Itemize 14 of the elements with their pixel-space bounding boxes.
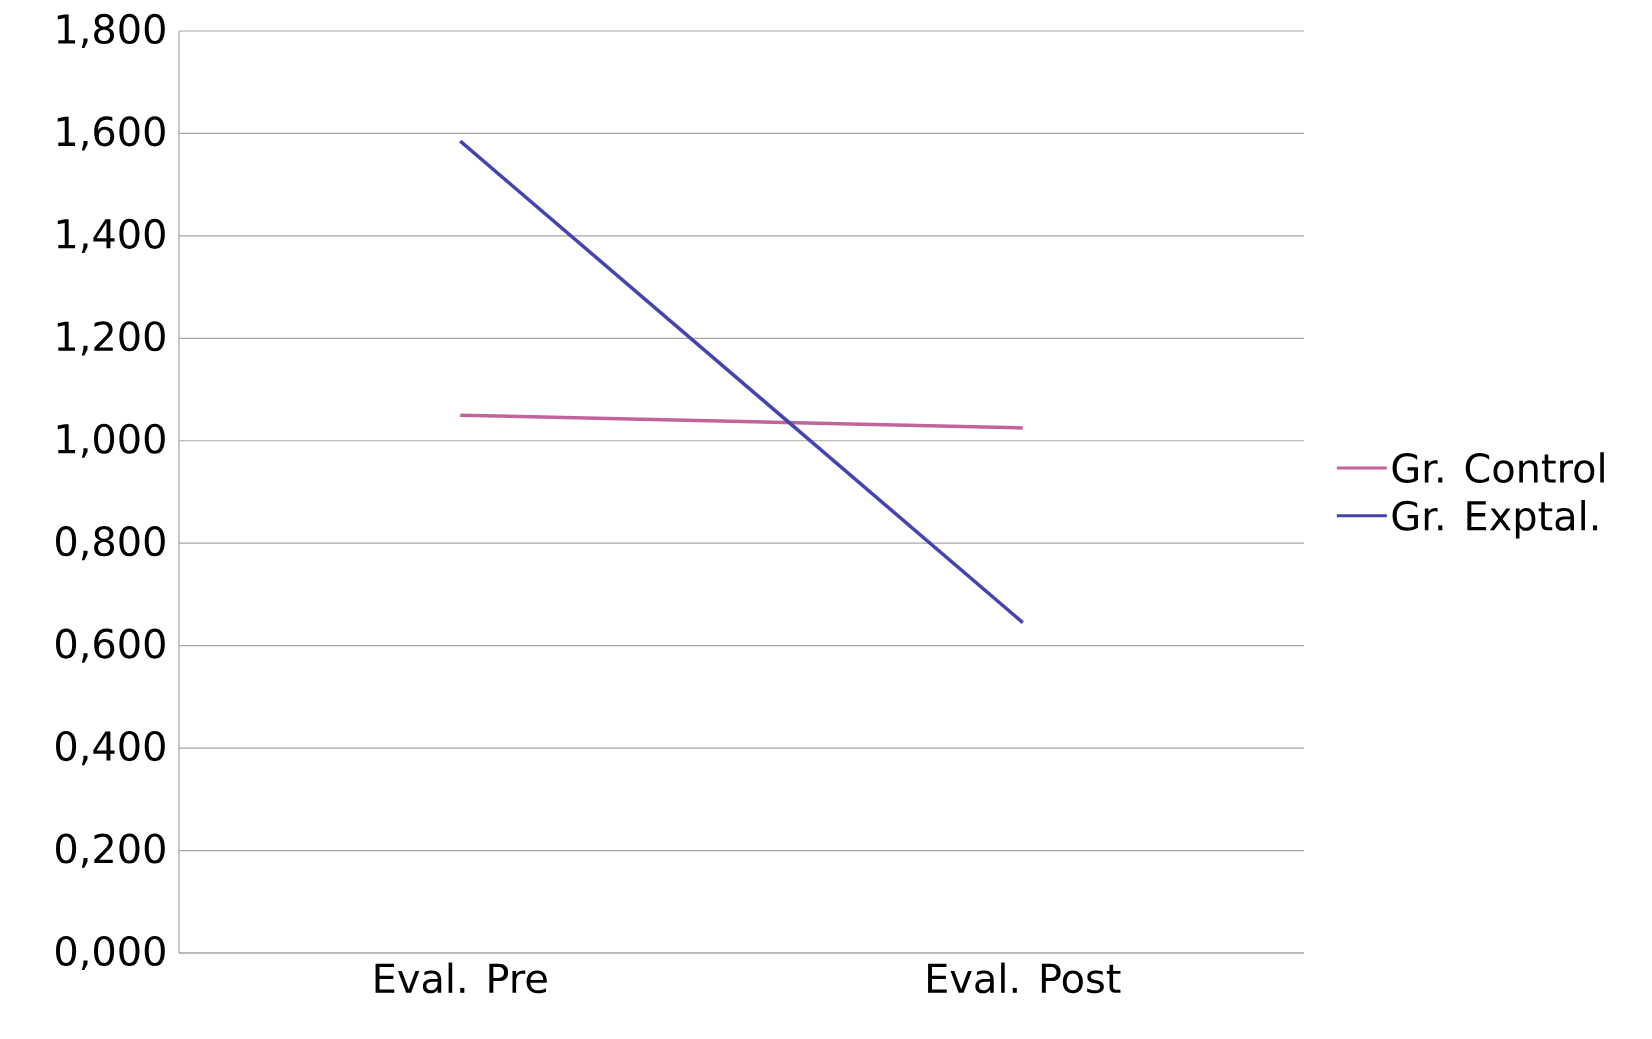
y-tick-label: 0,000 xyxy=(56,935,165,971)
x-tick-label: Eval. Pre xyxy=(375,962,547,994)
y-tick-label: 1,400 xyxy=(57,218,165,253)
y-tick-label: 1,600 xyxy=(57,116,165,151)
y-tick-label: 1,000 xyxy=(57,423,165,458)
y-tick-label: 1,200 xyxy=(57,321,165,356)
y-tick-label: 0,800 xyxy=(56,526,165,561)
y-tick-label: 0,600 xyxy=(56,628,165,663)
legend-label: Gr. Control xyxy=(1392,452,1604,484)
y-tick-label: 0,200 xyxy=(56,833,165,868)
legend-label: Gr. Exptal. xyxy=(1392,499,1598,539)
y-tick-label: 1,800 xyxy=(57,13,165,49)
y-tick-label: 0,400 xyxy=(56,731,165,766)
x-tick-label: Eval. Post xyxy=(928,962,1121,994)
